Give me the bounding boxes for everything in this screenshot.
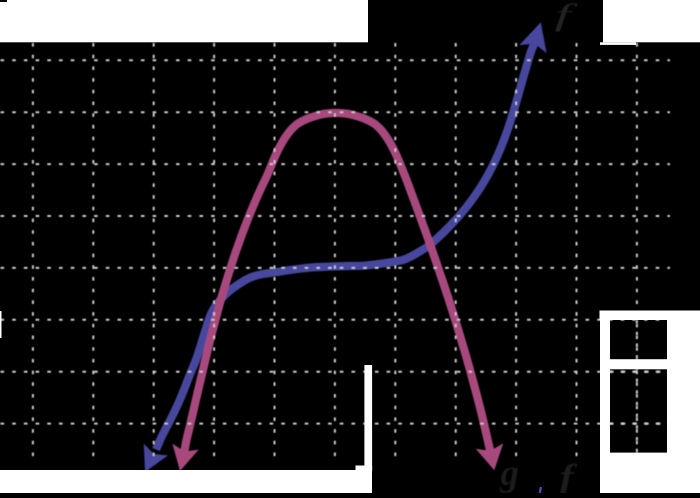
svg-text:g: g	[500, 453, 520, 493]
